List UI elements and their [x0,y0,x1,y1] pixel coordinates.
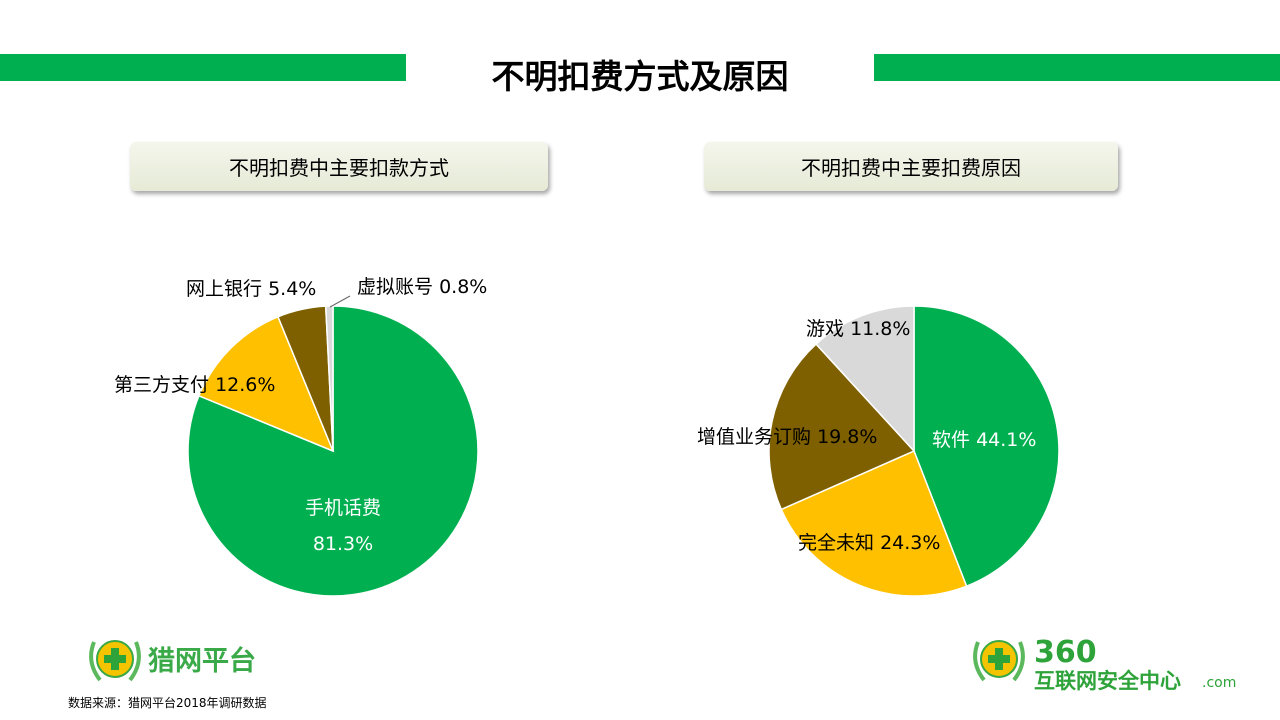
label-unknown: 完全未知 24.3% [798,532,940,554]
360-logo: 360 互联网安全中心 .com [973,635,1236,693]
label-text: 游戏 [806,318,844,340]
value-text: 0.8% [439,276,487,298]
chart1-title-box: 不明扣费中主要扣款方式 [130,142,548,191]
chart1-title: 不明扣费中主要扣款方式 [229,156,449,180]
logo-text: 猎网平台 [148,645,256,677]
page-title: 不明扣费方式及原因 [491,57,789,96]
label-text: 第三方支付 [114,374,209,396]
pie-slice-1 [197,315,335,453]
label-text: 增值业务订购 [697,426,811,448]
label-vas: 增值业务订购 19.8% [697,426,877,448]
header-bar-left [0,54,406,81]
pie-slice-3 [324,305,334,452]
pie-slice-2 [768,343,916,511]
header-bar-right [874,54,1280,81]
leader-line [329,295,351,308]
label-third-party: 第三方支付 12.6% [114,374,275,396]
watermark-text: .com [1202,675,1236,691]
value-text: 5.4% [268,278,316,300]
label-software: 软件 44.1% [932,429,1036,451]
chart2-title-box: 不明扣费中主要扣费原因 [704,142,1118,191]
value-text: 24.3% [880,532,940,554]
value-text: 44.1% [976,429,1036,451]
label-text: 完全未知 [798,532,874,554]
value-mobile-fee: 81.3% [313,533,373,555]
label-virtual-account: 虚拟账号 0.8% [357,276,487,298]
pie-slice-1 [780,449,968,597]
source-note: 数据来源：猎网平台2018年调研数据 [68,696,267,710]
pie-slice-0 [913,305,1060,588]
liewang-logo: 猎网平台 [89,640,256,682]
value-text: 12.6% [215,374,275,396]
label-text: 软件 [932,429,970,451]
label-text: 网上银行 [186,278,262,300]
pie-slice-3 [815,305,915,453]
logo-text: 互联网安全中心 [1034,669,1181,693]
pie-chart-payment-method [187,305,479,597]
pie-chart-reason [768,305,1060,597]
value-text: 19.8% [817,426,877,448]
label-online-bank: 网上银行 5.4% [186,278,316,300]
label-game: 游戏 11.8% [806,318,910,340]
value-text: 11.8% [850,318,910,340]
label-mobile-fee: 手机话费 [305,497,381,519]
label-text: 虚拟账号 [357,276,433,298]
chart2-title: 不明扣费中主要扣费原因 [801,156,1021,180]
logo-number: 360 [1034,635,1097,670]
